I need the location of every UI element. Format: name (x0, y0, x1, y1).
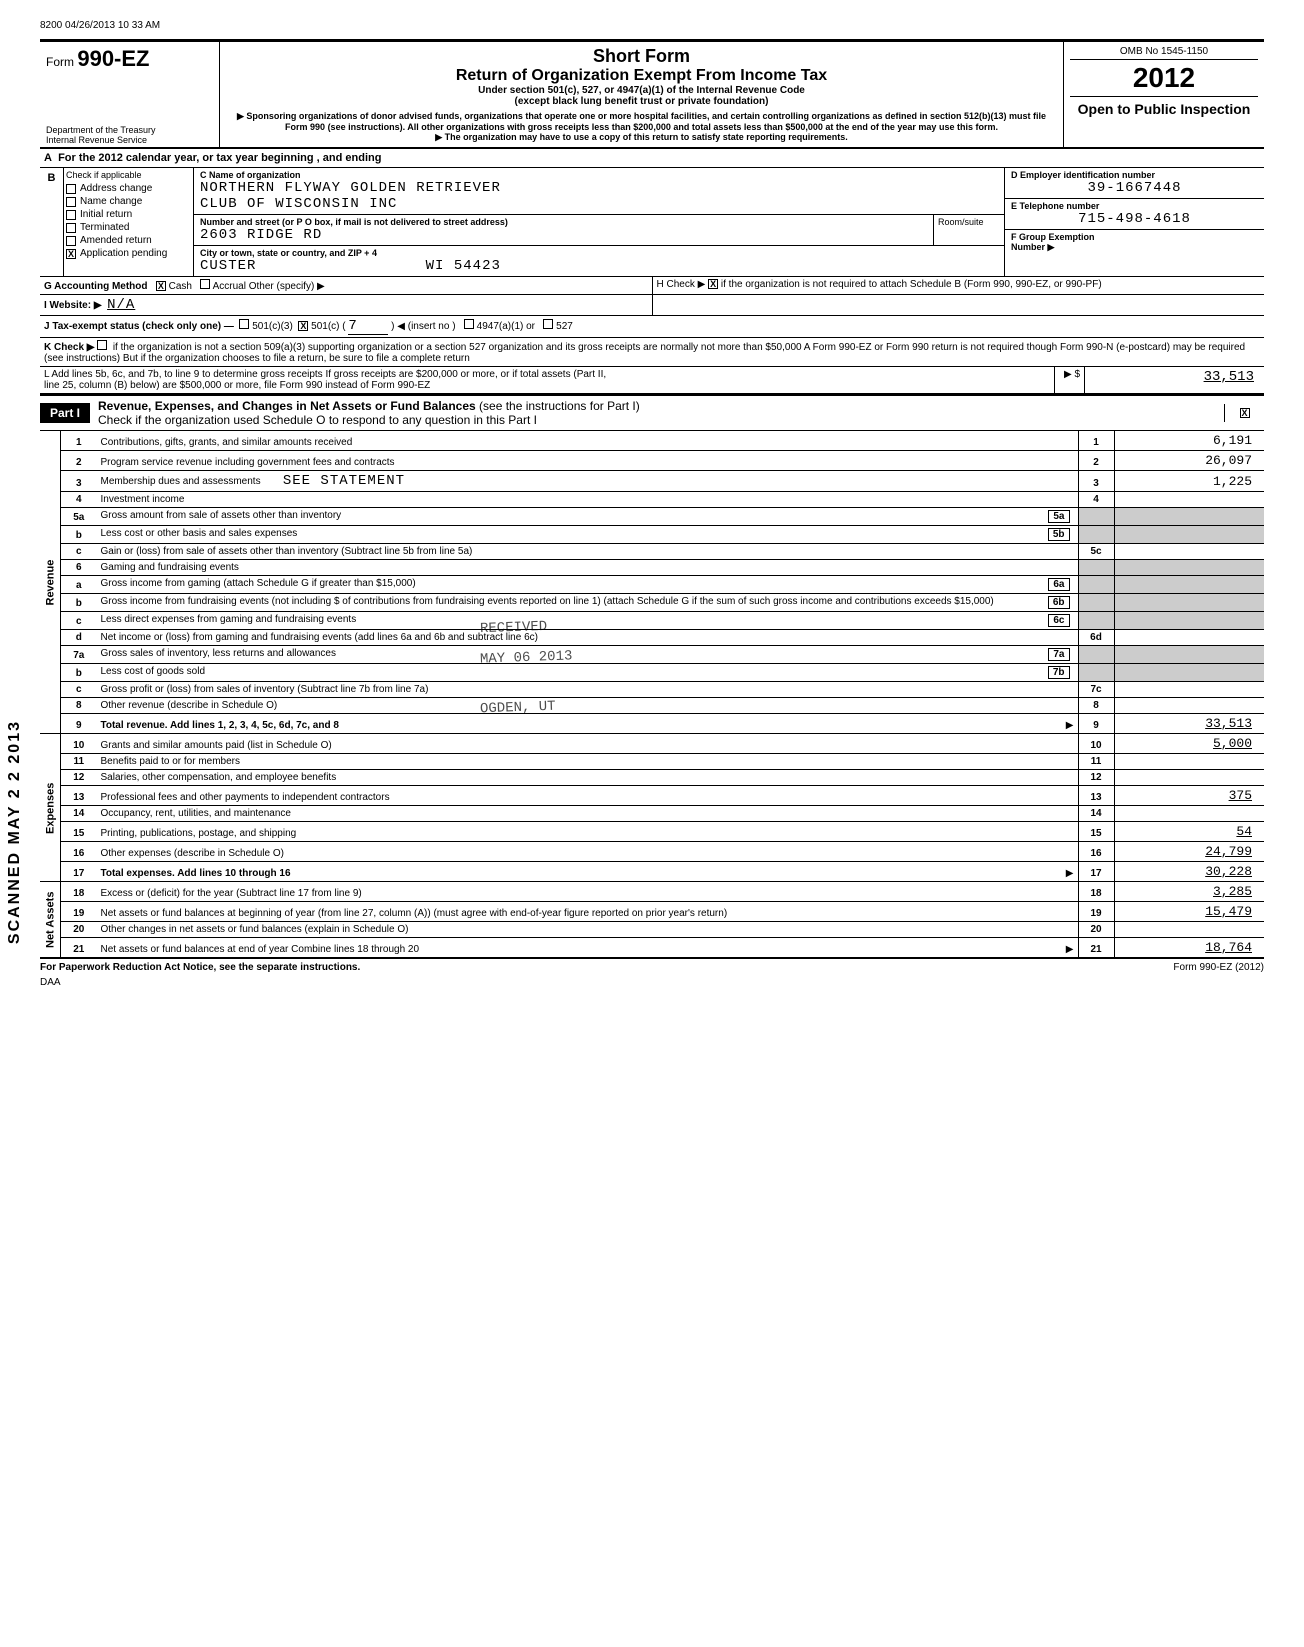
omb-number: OMB No 1545-1150 (1070, 46, 1258, 60)
line-l-amount: 33,513 (1084, 367, 1264, 393)
amt-line-20 (1114, 922, 1264, 938)
501c-insert: 7 (348, 318, 388, 335)
chk-cash[interactable]: X (156, 281, 166, 291)
daa-mark: DAA (40, 977, 1264, 988)
ein-value: 39-1667448 (1011, 180, 1258, 196)
form-header: Form 990-EZ Department of the Treasury I… (40, 39, 1264, 148)
row-g-h: G Accounting Method X Cash Accrual Other… (40, 277, 1264, 295)
amt-line-11 (1114, 754, 1264, 770)
city-label: City or town, state or country, and ZIP … (200, 248, 998, 258)
check-if-applicable: Check if applicable Address change Name … (64, 168, 194, 276)
subtitle-2: (except black lung benefit trust or priv… (230, 96, 1053, 107)
chk-name-change[interactable] (66, 197, 76, 207)
title-short: Short Form (230, 46, 1053, 67)
copy-note: ▶ The organization may have to use a cop… (230, 132, 1053, 143)
amt-line-2: 26,097 (1114, 451, 1264, 471)
page-footer: For Paperwork Reduction Act Notice, see … (40, 958, 1264, 973)
tax-year: 2012 (1070, 60, 1258, 97)
amt-line-21: 18,764 (1114, 938, 1264, 958)
line-l-amt-label: ▶ $ (1054, 367, 1084, 393)
irs-label: Internal Revenue Service (46, 135, 156, 145)
amt-line-1: 6,191 (1114, 431, 1264, 451)
title-main: Return of Organization Exempt From Incom… (230, 67, 1053, 85)
amt-line-3: 1,225 (1114, 471, 1264, 492)
line-b-label: B (40, 168, 64, 276)
org-info-block: B Check if applicable Address change Nam… (40, 167, 1264, 277)
org-city: CUSTER (200, 258, 256, 274)
chk-4947a1[interactable] (464, 319, 474, 329)
org-name-1: NORTHERN FLYWAY GOLDEN RETRIEVER (200, 180, 998, 196)
ein-label: D Employer identification number (1011, 170, 1258, 180)
chk-terminated[interactable] (66, 223, 76, 233)
line-a-tax-year: A For the 2012 calendar year, or tax yea… (40, 148, 1264, 167)
amt-line-17: 30,228 (1114, 862, 1264, 882)
chk-line-k[interactable] (97, 340, 107, 350)
sponsor-note: ▶ Sponsoring organizations of donor advi… (230, 111, 1053, 132)
amt-line-19: 15,479 (1114, 902, 1264, 922)
org-name-label: C Name of organization (200, 170, 998, 180)
open-to-public: Open to Public Inspection (1070, 97, 1258, 118)
form-number: Form 990-EZ (46, 46, 213, 72)
part-1-ledger: Revenue 1Contributions, gifts, grants, a… (40, 431, 1264, 958)
scanned-stamp: SCANNED MAY 2 2 2013 (6, 720, 24, 944)
chk-amended[interactable] (66, 236, 76, 246)
part-1-tag: Part I (40, 403, 90, 423)
part-1-title-suffix: (see the instructions for Part I) (476, 399, 640, 413)
amt-line-4 (1114, 492, 1264, 508)
chk-501c[interactable]: X (298, 321, 308, 331)
print-timestamp: 8200 04/26/2013 10 33 AM (40, 20, 1264, 31)
part-1-check-line: Check if the organization used Schedule … (98, 413, 537, 427)
amt-line-18: 3,285 (1114, 882, 1264, 902)
amt-line-16: 24,799 (1114, 842, 1264, 862)
revenue-side-label: Revenue (40, 431, 61, 734)
room-suite-label: Room/suite (934, 215, 1004, 245)
chk-501c3[interactable] (239, 319, 249, 329)
addr-label: Number and street (or P O box, if mail i… (200, 217, 927, 227)
amt-line-5c (1114, 544, 1264, 560)
row-j-exempt-status: J Tax-exempt status (check only one) — 5… (40, 316, 1264, 338)
chk-accrual[interactable] (200, 279, 210, 289)
amt-line-6d (1114, 630, 1264, 646)
org-name-2: CLUB OF WISCONSIN INC (200, 196, 998, 212)
phone-label: E Telephone number (1011, 201, 1258, 211)
amt-line-14 (1114, 806, 1264, 822)
chk-schedule-o[interactable]: X (1240, 408, 1250, 418)
amt-line-7c (1114, 682, 1264, 698)
row-l-gross-receipts: L Add lines 5b, 6c, and 7b, to line 9 to… (40, 367, 1264, 394)
amt-line-8 (1114, 698, 1264, 714)
chk-address-change[interactable] (66, 184, 76, 194)
row-i-website: I Website: ▶ N/A (40, 295, 1264, 316)
amt-line-12 (1114, 770, 1264, 786)
group-exemption-number: Number ▶ (1011, 242, 1258, 253)
chk-application-pending[interactable]: X (66, 249, 76, 259)
group-exemption-label: F Group Exemption (1011, 232, 1258, 242)
part-1-header: Part I Revenue, Expenses, and Changes in… (40, 394, 1264, 431)
chk-initial-return[interactable] (66, 210, 76, 220)
amt-line-10: 5,000 (1114, 734, 1264, 754)
expenses-side-label: Expenses (40, 734, 61, 882)
amt-line-15: 54 (1114, 822, 1264, 842)
chk-527[interactable] (543, 319, 553, 329)
dept-treasury: Department of the Treasury (46, 125, 156, 135)
part-1-title: Revenue, Expenses, and Changes in Net As… (98, 399, 476, 413)
chk-schedule-b[interactable]: X (708, 279, 718, 289)
subtitle-1: Under section 501(c), 527, or 4947(a)(1)… (230, 85, 1053, 96)
org-state-zip: WI 54423 (426, 258, 501, 274)
website-value: N/A (107, 297, 135, 313)
amt-line-9: 33,513 (1114, 714, 1264, 734)
line-3-statement-note: SEE STATEMENT (283, 473, 405, 489)
phone-value: 715-498-4618 (1011, 211, 1258, 227)
row-k: K Check ▶ if the organization is not a s… (40, 338, 1264, 367)
amt-line-13: 375 (1114, 786, 1264, 806)
net-assets-side-label: Net Assets (40, 882, 61, 958)
org-address: 2603 RIDGE RD (200, 227, 927, 243)
